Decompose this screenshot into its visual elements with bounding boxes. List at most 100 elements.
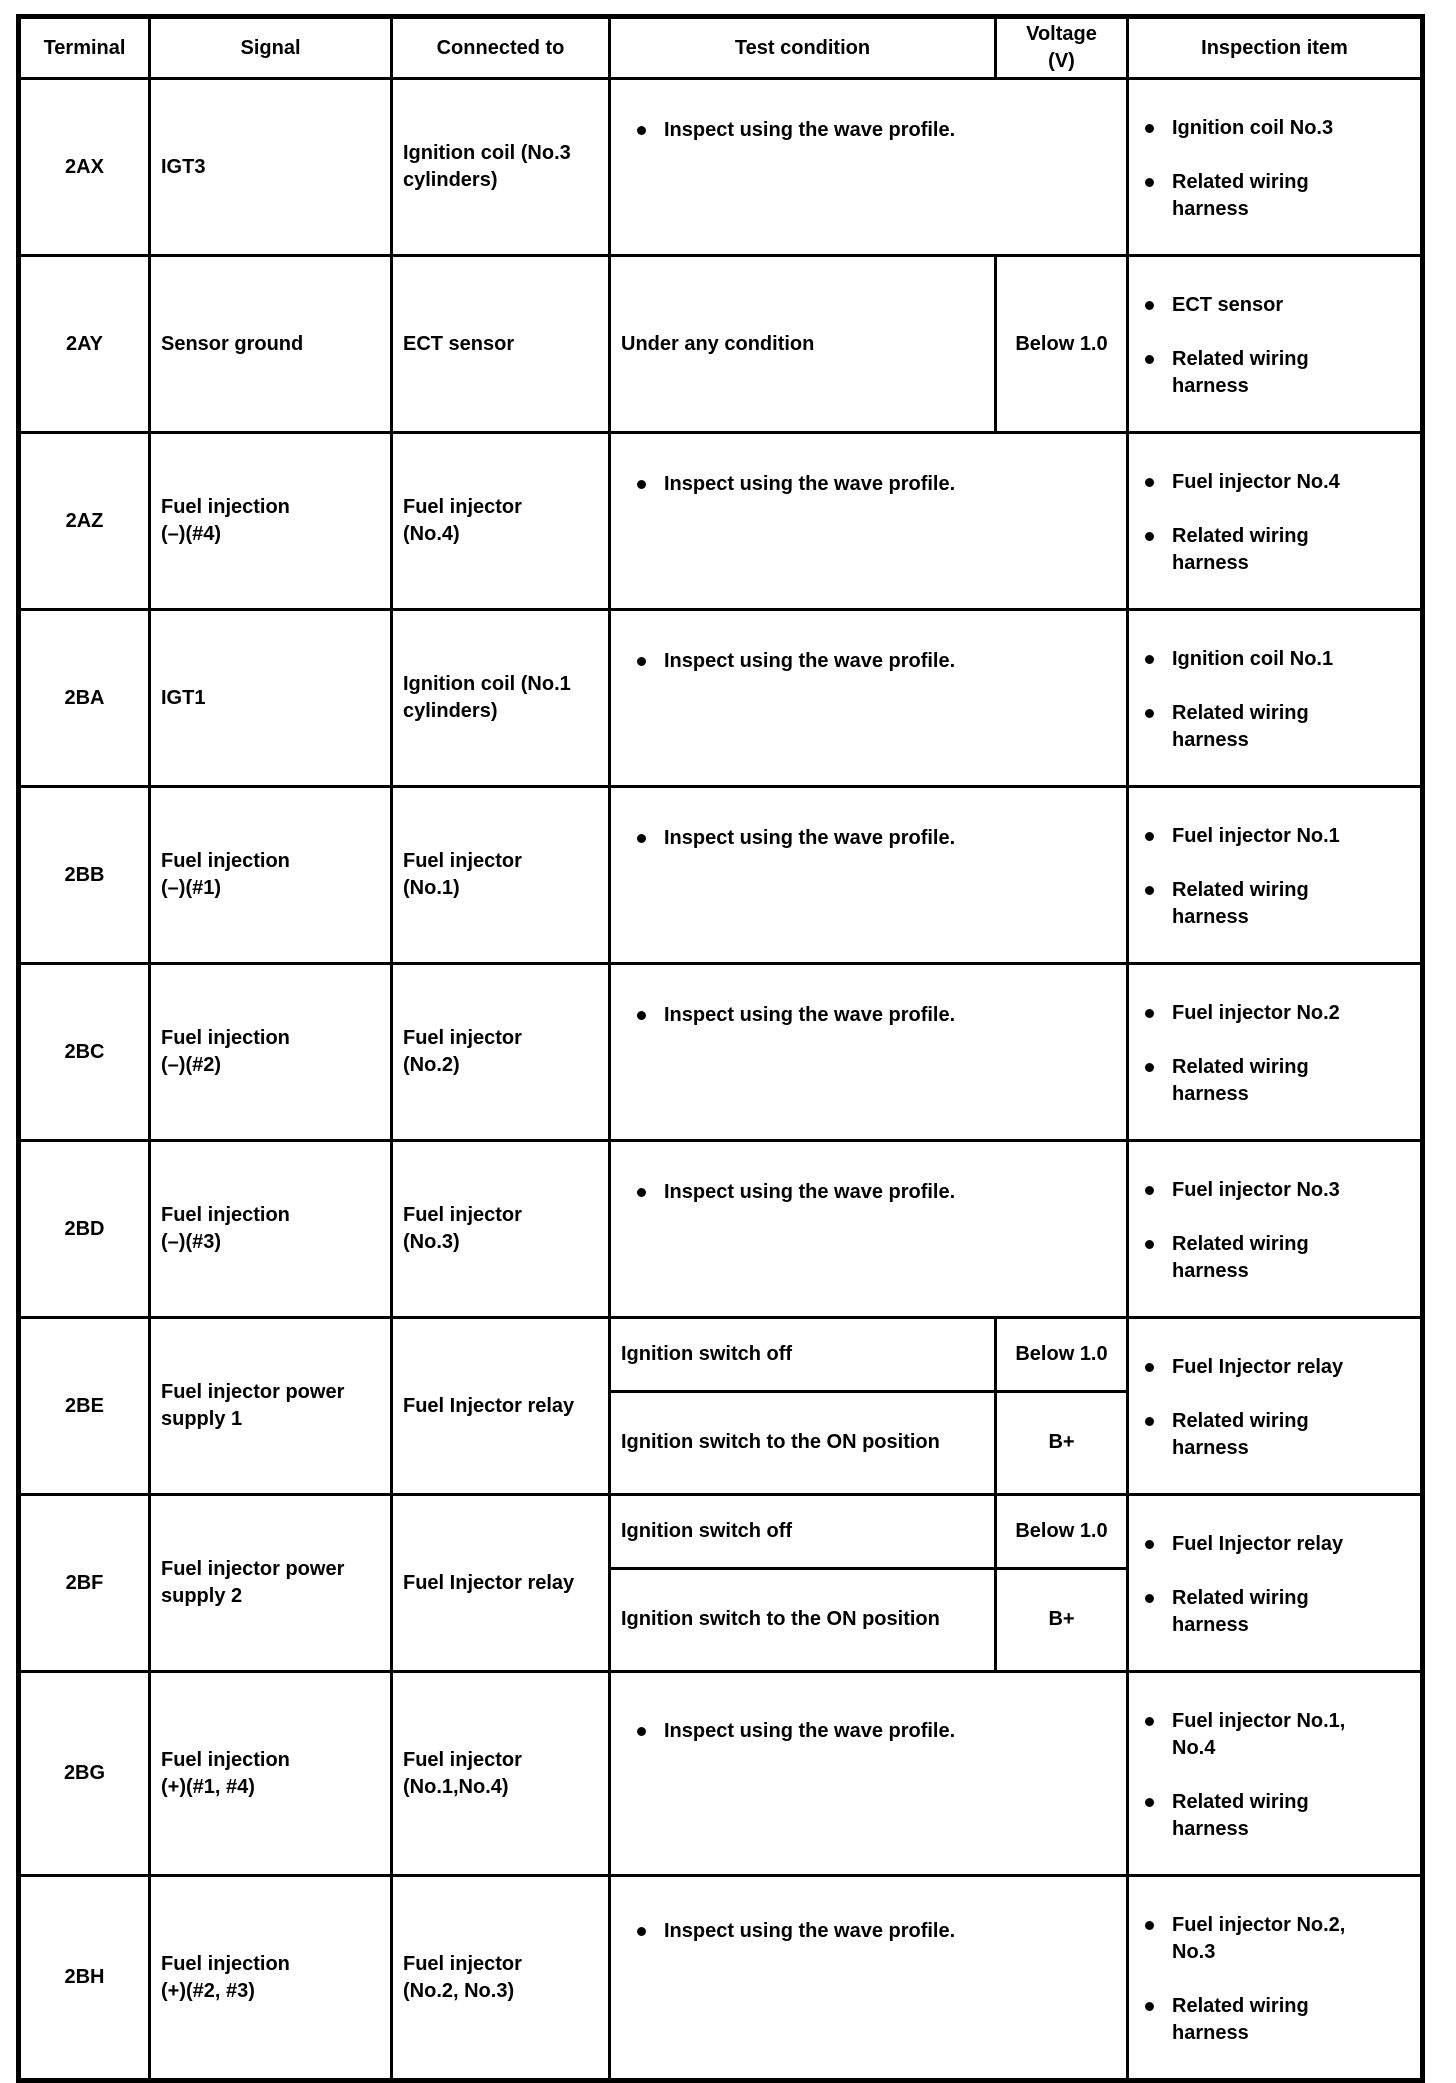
signal-cell: Sensor ground [148,254,393,434]
bullet-icon [1145,2002,1154,2011]
inspection-item: Fuel injector No.2 [1135,1000,1416,1027]
table-row: 2BG Fuel injection (+)(#1, #4) Fuel inje… [17,1670,1424,1877]
inspection-item: Related wiring harness [1135,1993,1416,2047]
inspection-item: Fuel injector No.1 [1135,823,1416,850]
inspection-item-text: Related wiring harness [1172,1995,1309,2044]
inspection-item-text: Ignition coil No.1 [1172,648,1334,670]
inspection-item: Fuel injector No.2, No.3 [1135,1912,1416,1966]
signal-cell: Fuel injector power supply 2 [148,1493,393,1673]
test-condition-text: Inspect using the wave profile. [664,827,956,849]
inspection-item-text: Fuel Injector relay [1172,1533,1344,1555]
inspection-item: Related wiring harness [1135,169,1416,223]
bullet-icon [1145,532,1154,541]
connected-to-cell: Fuel Injector relay [390,1493,611,1673]
table-row: 2BH Fuel injection (+)(#2, #3) Fuel inje… [17,1874,1424,2082]
terminal-cell: 2BA [17,608,151,788]
test-condition-item: Inspect using the wave profile. [621,117,1122,144]
inspection-cell: Fuel injector No.4 Related wiring harnes… [1126,431,1424,611]
inspection-cell: Fuel Injector relay Related wiring harne… [1126,1493,1424,1673]
inspection-item: Ignition coil No.1 [1135,646,1416,673]
bullet-icon [1145,1363,1154,1372]
inspection-item-text: Fuel injector No.1, No.4 [1172,1710,1346,1759]
terminal-cell: 2AZ [17,431,151,611]
table-row: 2AY Sensor ground ECT sensor Under any c… [17,254,1424,434]
bullet-icon [637,834,646,843]
bullet-icon [1145,178,1154,187]
signal-cell: Fuel injector power supply 1 [148,1316,393,1496]
inspection-item: Related wiring harness [1135,1789,1416,1843]
terminal-cell: 2BF [17,1493,151,1673]
test-condition-text: Inspect using the wave profile. [664,1004,956,1026]
signal-cell: Fuel injection (+)(#2, #3) [148,1874,393,2082]
connected-to-cell: Fuel injector (No.2) [390,962,611,1142]
inspection-item: Related wiring harness [1135,1054,1416,1108]
inspection-item-text: Fuel injector No.2 [1172,1002,1340,1024]
inspection-item-text: Related wiring harness [1172,348,1309,397]
inspection-item: Related wiring harness [1135,700,1416,754]
connected-to-cell: Fuel Injector relay [390,1316,611,1496]
inspection-item-text: Ignition coil No.3 [1172,117,1334,139]
inspection-cell: Fuel injector No.1, No.4 Related wiring … [1126,1670,1424,1877]
signal-cell: Fuel injection (–)(#2) [148,962,393,1142]
test-condition-cell: Inspect using the wave profile. [608,1874,1129,2082]
terminal-spec-table-wrap: Terminal Signal Connected to Test condit… [16,14,1425,2083]
test-condition-cell: Inspect using the wave profile. [608,608,1129,788]
bullet-icon [1145,1540,1154,1549]
bullet-icon [1145,832,1154,841]
test-condition-item: Inspect using the wave profile. [621,1179,1122,1206]
signal-cell: IGT1 [148,608,393,788]
inspection-item: Fuel Injector relay [1135,1531,1416,1558]
test-condition-text: Inspect using the wave profile. [664,119,956,141]
inspection-item: Fuel Injector relay [1135,1354,1416,1381]
bullet-icon [1145,886,1154,895]
voltage-cell: Below 1.0 [994,1316,1129,1393]
voltage-cell: Below 1.0 [994,1493,1129,1570]
test-condition-item: Inspect using the wave profile. [621,471,1122,498]
header-signal: Signal [148,15,393,80]
inspection-item: Ignition coil No.3 [1135,115,1416,142]
connected-to-cell: Fuel injector (No.1) [390,785,611,965]
bullet-icon [1145,124,1154,133]
bullet-icon [1145,709,1154,718]
inspection-item-text: Fuel injector No.3 [1172,1179,1340,1201]
test-condition-cell: Ignition switch to the ON position [608,1566,997,1674]
table-row: 2BC Fuel injection (–)(#2) Fuel injector… [17,962,1424,1142]
terminal-cell: 2BB [17,785,151,965]
header-terminal: Terminal [17,15,151,80]
connected-to-cell: Fuel injector (No.3) [390,1139,611,1319]
table-row: 2BD Fuel injection (–)(#3) Fuel injector… [17,1139,1424,1319]
bullet-icon [637,1188,646,1197]
bullet-icon [1145,301,1154,310]
bullet-icon [637,1927,646,1936]
bullet-icon [1145,355,1154,364]
table-row: 2AX IGT3 Ignition coil (No.3 cylinders) … [17,77,1424,257]
bullet-icon [1145,1186,1154,1195]
connected-to-cell: Fuel injector (No.4) [390,431,611,611]
inspection-cell: Ignition coil No.3 Related wiring harnes… [1126,77,1424,257]
connected-to-cell: Ignition coil (No.1 cylinders) [390,608,611,788]
bullet-icon [1145,655,1154,664]
bullet-icon [1145,1063,1154,1072]
connected-to-cell: Ignition coil (No.3 cylinders) [390,77,611,257]
inspection-item-text: Related wiring harness [1172,1056,1309,1105]
inspection-item-text: Related wiring harness [1172,879,1309,928]
ecu-terminal-spec-table: Terminal Signal Connected to Test condit… [16,14,1425,2083]
connected-to-cell: Fuel injector (No.2, No.3) [390,1874,611,2082]
test-condition-item: Inspect using the wave profile. [621,825,1122,852]
inspection-cell: Fuel injector No.2, No.3 Related wiring … [1126,1874,1424,2082]
header-row: Terminal Signal Connected to Test condit… [17,15,1424,80]
test-condition-cell: Under any condition [608,254,997,434]
table-row: 2AZ Fuel injection (–)(#4) Fuel injector… [17,431,1424,611]
test-condition-text: Inspect using the wave profile. [664,473,956,495]
header-inspection-item: Inspection item [1126,15,1424,80]
inspection-item: Related wiring harness [1135,1408,1416,1462]
test-condition-item: Inspect using the wave profile. [621,1718,1122,1745]
bullet-icon [1145,478,1154,487]
inspection-item: Fuel injector No.1, No.4 [1135,1708,1416,1762]
table-row: 2BF Fuel injector power supply 2 Fuel In… [17,1493,1424,1673]
inspection-item-text: Related wiring harness [1172,1791,1309,1840]
inspection-cell: Fuel injector No.3 Related wiring harnes… [1126,1139,1424,1319]
inspection-item-text: Related wiring harness [1172,525,1309,574]
bullet-icon [1145,1240,1154,1249]
terminal-cell: 2BC [17,962,151,1142]
